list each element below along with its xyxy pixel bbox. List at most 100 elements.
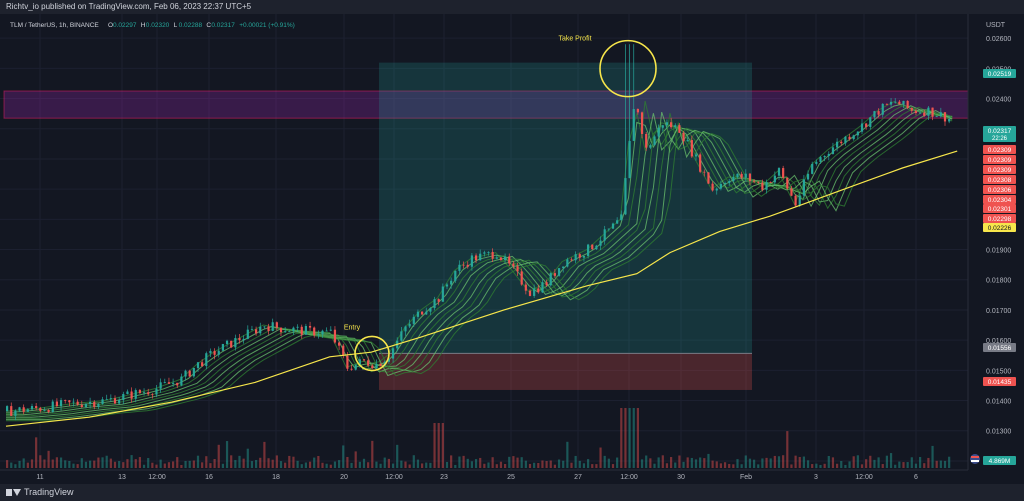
candle-body <box>462 264 465 266</box>
price-tick-label: 0.01500 <box>986 368 1011 375</box>
volume-bar <box>819 464 822 468</box>
volume-bar <box>636 408 639 468</box>
price-badge <box>983 343 1016 352</box>
candle-body <box>902 100 905 105</box>
candle-body <box>172 382 175 384</box>
volume-bar <box>441 423 444 468</box>
price-badge-value: 0.02309 <box>988 147 1012 154</box>
candle-body <box>682 132 685 142</box>
volume-bar <box>362 458 366 468</box>
volume-bar <box>300 464 303 468</box>
candle-body <box>865 123 868 127</box>
candle-body <box>736 173 739 178</box>
price-badge-value: 0.02308 <box>988 177 1012 184</box>
volume-bar <box>537 462 540 468</box>
time-tick-label: 27 <box>574 474 582 481</box>
time-tick-label: 25 <box>507 474 515 481</box>
candle-body <box>806 173 810 180</box>
volume-bar <box>433 423 436 468</box>
volume-bar <box>723 462 727 468</box>
candle-body <box>317 334 320 336</box>
volume-bar <box>450 455 453 468</box>
volume-bar <box>674 462 677 468</box>
candle-body <box>528 290 532 296</box>
volume-bar <box>802 456 805 468</box>
price-badge-value: 0.02301 <box>988 206 1012 213</box>
volume-bar <box>421 463 424 468</box>
candle-body <box>744 173 747 178</box>
candle-body <box>391 348 395 359</box>
volume-bar <box>790 464 793 468</box>
volume-bar <box>707 453 710 468</box>
candle-body <box>130 391 133 399</box>
price-badge <box>983 204 1016 213</box>
volume-bar <box>794 455 797 468</box>
time-tick-label: 12:00 <box>620 474 638 481</box>
candle-body <box>624 178 627 215</box>
price-chart[interactable]: Entry Take Profit TLM / TetherUS, 1h, BIN… <box>0 14 1024 484</box>
candle-body <box>109 398 112 400</box>
symbol-legend: TLM / TetherUS, 1h, BINANCE O 0.02297 H 0.02… <box>10 22 295 29</box>
volume-bar <box>246 448 249 468</box>
candle-body <box>790 188 793 196</box>
candle-body <box>653 136 656 146</box>
volume-bar <box>429 462 432 468</box>
volume-bars <box>6 408 951 468</box>
flag-icon[interactable] <box>970 454 980 464</box>
profit-target-zone <box>379 62 752 354</box>
candle-body <box>408 323 411 327</box>
candle-body <box>665 122 669 126</box>
currency-label: USDT <box>986 22 1006 29</box>
volume-bar <box>342 445 345 468</box>
volume-bar <box>865 459 868 468</box>
candle-body <box>466 264 469 267</box>
volume-bar <box>126 459 129 468</box>
grid-lines <box>0 14 968 470</box>
price-badge <box>983 377 1016 386</box>
candle-body <box>51 401 54 412</box>
volume-bar <box>51 459 54 468</box>
volume-bar <box>383 457 386 468</box>
volume-bar <box>437 423 440 468</box>
volume-bar <box>740 464 743 468</box>
candle-body <box>723 182 727 185</box>
time-tick-label: 30 <box>677 474 685 481</box>
time-axis[interactable]: 11 13 12:00 16 18 20 12:00 23 25 27 12:00 30 Feb 3 12:… <box>36 474 918 481</box>
volume-bar <box>400 460 403 468</box>
candle-body <box>578 254 581 258</box>
volume-bar <box>881 464 884 468</box>
candle-body <box>869 117 872 127</box>
candle-body <box>873 111 876 118</box>
volume-bar <box>396 444 399 468</box>
tradingview-logo[interactable]: TradingView <box>6 487 74 497</box>
volume-bar <box>728 463 731 468</box>
volume-bar <box>653 463 656 468</box>
candle-body <box>284 331 287 333</box>
volume-bar <box>885 455 888 468</box>
volume-bar <box>242 458 245 468</box>
candle-body <box>761 182 764 190</box>
price-badge <box>983 69 1016 78</box>
candle-body <box>304 326 307 335</box>
volume-bar <box>234 460 237 468</box>
volume-bar <box>869 455 872 468</box>
price-badge-value: 0.01435 <box>988 379 1012 386</box>
volume-bar <box>238 455 241 468</box>
candle-body <box>279 327 283 333</box>
candle-body <box>757 181 760 183</box>
time-tick-label: 6 <box>914 474 918 481</box>
brand-name: TradingView <box>24 487 74 497</box>
candle-body <box>267 326 270 331</box>
candle-body <box>147 392 150 395</box>
volume-bar <box>18 460 21 468</box>
volume-bar <box>910 457 913 468</box>
volume-bar <box>101 457 104 468</box>
volume-bar <box>856 455 859 468</box>
candle-body <box>948 119 951 122</box>
volume-bar <box>55 457 58 468</box>
volume-bar <box>628 408 631 468</box>
candle-body <box>101 399 104 404</box>
candle-body <box>126 391 129 395</box>
price-axis[interactable]: 0.026000.025000.024000.023000.022000.021… <box>986 36 1011 466</box>
bottom-bar: TradingView <box>0 484 1024 501</box>
